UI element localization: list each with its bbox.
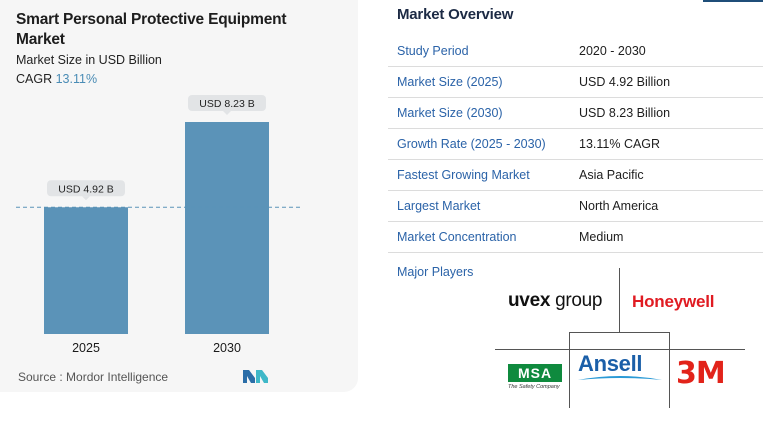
cagr-value: 13.11% xyxy=(55,72,98,86)
msa-tagline: The Safety Company xyxy=(508,384,560,390)
uvex-logo-bold: uvex xyxy=(508,290,551,311)
data-label-bg xyxy=(188,95,266,111)
logo-grid-divider xyxy=(619,268,620,332)
data-label: USD 8.23 B xyxy=(199,98,254,110)
overview-value: Asia Pacific xyxy=(579,168,644,182)
logo-grid-divider xyxy=(495,349,745,350)
overview-value: Medium xyxy=(579,230,624,244)
x-tick-label: 2025 xyxy=(72,341,100,355)
overview-value: 13.11% CAGR xyxy=(579,137,661,151)
uvex-group-logo: uvex group xyxy=(508,290,602,312)
overview-table: Study Period 2020 - 2030 Market Size (20… xyxy=(388,36,763,253)
honeywell-logo: Honeywell xyxy=(632,292,715,311)
overview-value: USD 4.92 Billion xyxy=(579,75,671,89)
overview-title: Market Overview xyxy=(397,6,514,23)
mordor-intelligence-logo-icon xyxy=(243,370,268,383)
overview-row: Market Size (2030) USD 8.23 Billion xyxy=(388,98,763,129)
major-players-title: Major Players xyxy=(397,265,474,279)
ansell-logo: Ansell xyxy=(578,351,643,376)
data-label: USD 4.92 B xyxy=(58,183,113,195)
chart-cagr: CAGR 13.11% xyxy=(16,72,97,86)
chart-source: Source : Mordor Intelligence xyxy=(18,370,169,384)
3m-logo: 3M xyxy=(676,356,726,391)
bar-2025 xyxy=(44,207,128,334)
chart-title: Smart Personal Protective Equipment Mark… xyxy=(16,11,287,48)
data-label-pointer xyxy=(223,111,231,115)
x-tick-label: 2030 xyxy=(213,341,241,355)
overview-row: Market Size (2025) USD 4.92 Billion xyxy=(388,67,763,98)
logo-grid-divider xyxy=(569,332,670,333)
top-accent-bar xyxy=(703,0,763,2)
msa-logo: MSA The Safety Company xyxy=(508,364,562,390)
overview-label: Fastest Growing Market xyxy=(397,168,530,182)
overview-label: Market Concentration xyxy=(397,230,517,244)
overview-value: 2020 - 2030 xyxy=(579,44,646,58)
overview-label: Growth Rate (2025 - 2030) xyxy=(397,137,546,151)
logo-grid-divider xyxy=(669,332,670,408)
overview-row: Growth Rate (2025 - 2030) 13.11% CAGR xyxy=(388,129,763,160)
msa-logo-mark: MSA xyxy=(508,364,562,382)
overview-row: Fastest Growing Market Asia Pacific xyxy=(388,160,763,191)
bar-2030 xyxy=(185,122,269,334)
chart-card: Smart Personal Protective Equipment Mark… xyxy=(0,0,358,392)
overview-value: USD 8.23 Billion xyxy=(579,106,671,120)
bar-chart: USD 4.92 B 2025 USD 8.23 B 2030 xyxy=(16,95,300,355)
data-label-pointer xyxy=(82,196,90,201)
overview-row: Study Period 2020 - 2030 xyxy=(388,36,763,67)
overview-label: Market Size (2025) xyxy=(397,75,503,89)
data-label-bg xyxy=(47,180,125,197)
chart-subtitle: Market Size in USD Billion xyxy=(16,53,162,67)
overview-row: Largest Market North America xyxy=(388,191,763,222)
overview-label: Study Period xyxy=(397,44,469,58)
overview-row: Market Concentration Medium xyxy=(388,222,763,253)
cagr-label: CAGR xyxy=(16,72,53,86)
logo-grid-divider xyxy=(569,332,570,408)
uvex-logo-rest: group xyxy=(550,290,603,311)
overview-label: Market Size (2030) xyxy=(397,106,503,120)
ansell-swoosh-icon xyxy=(578,376,662,380)
overview-label: Largest Market xyxy=(397,199,481,213)
overview-value: North America xyxy=(579,199,659,213)
